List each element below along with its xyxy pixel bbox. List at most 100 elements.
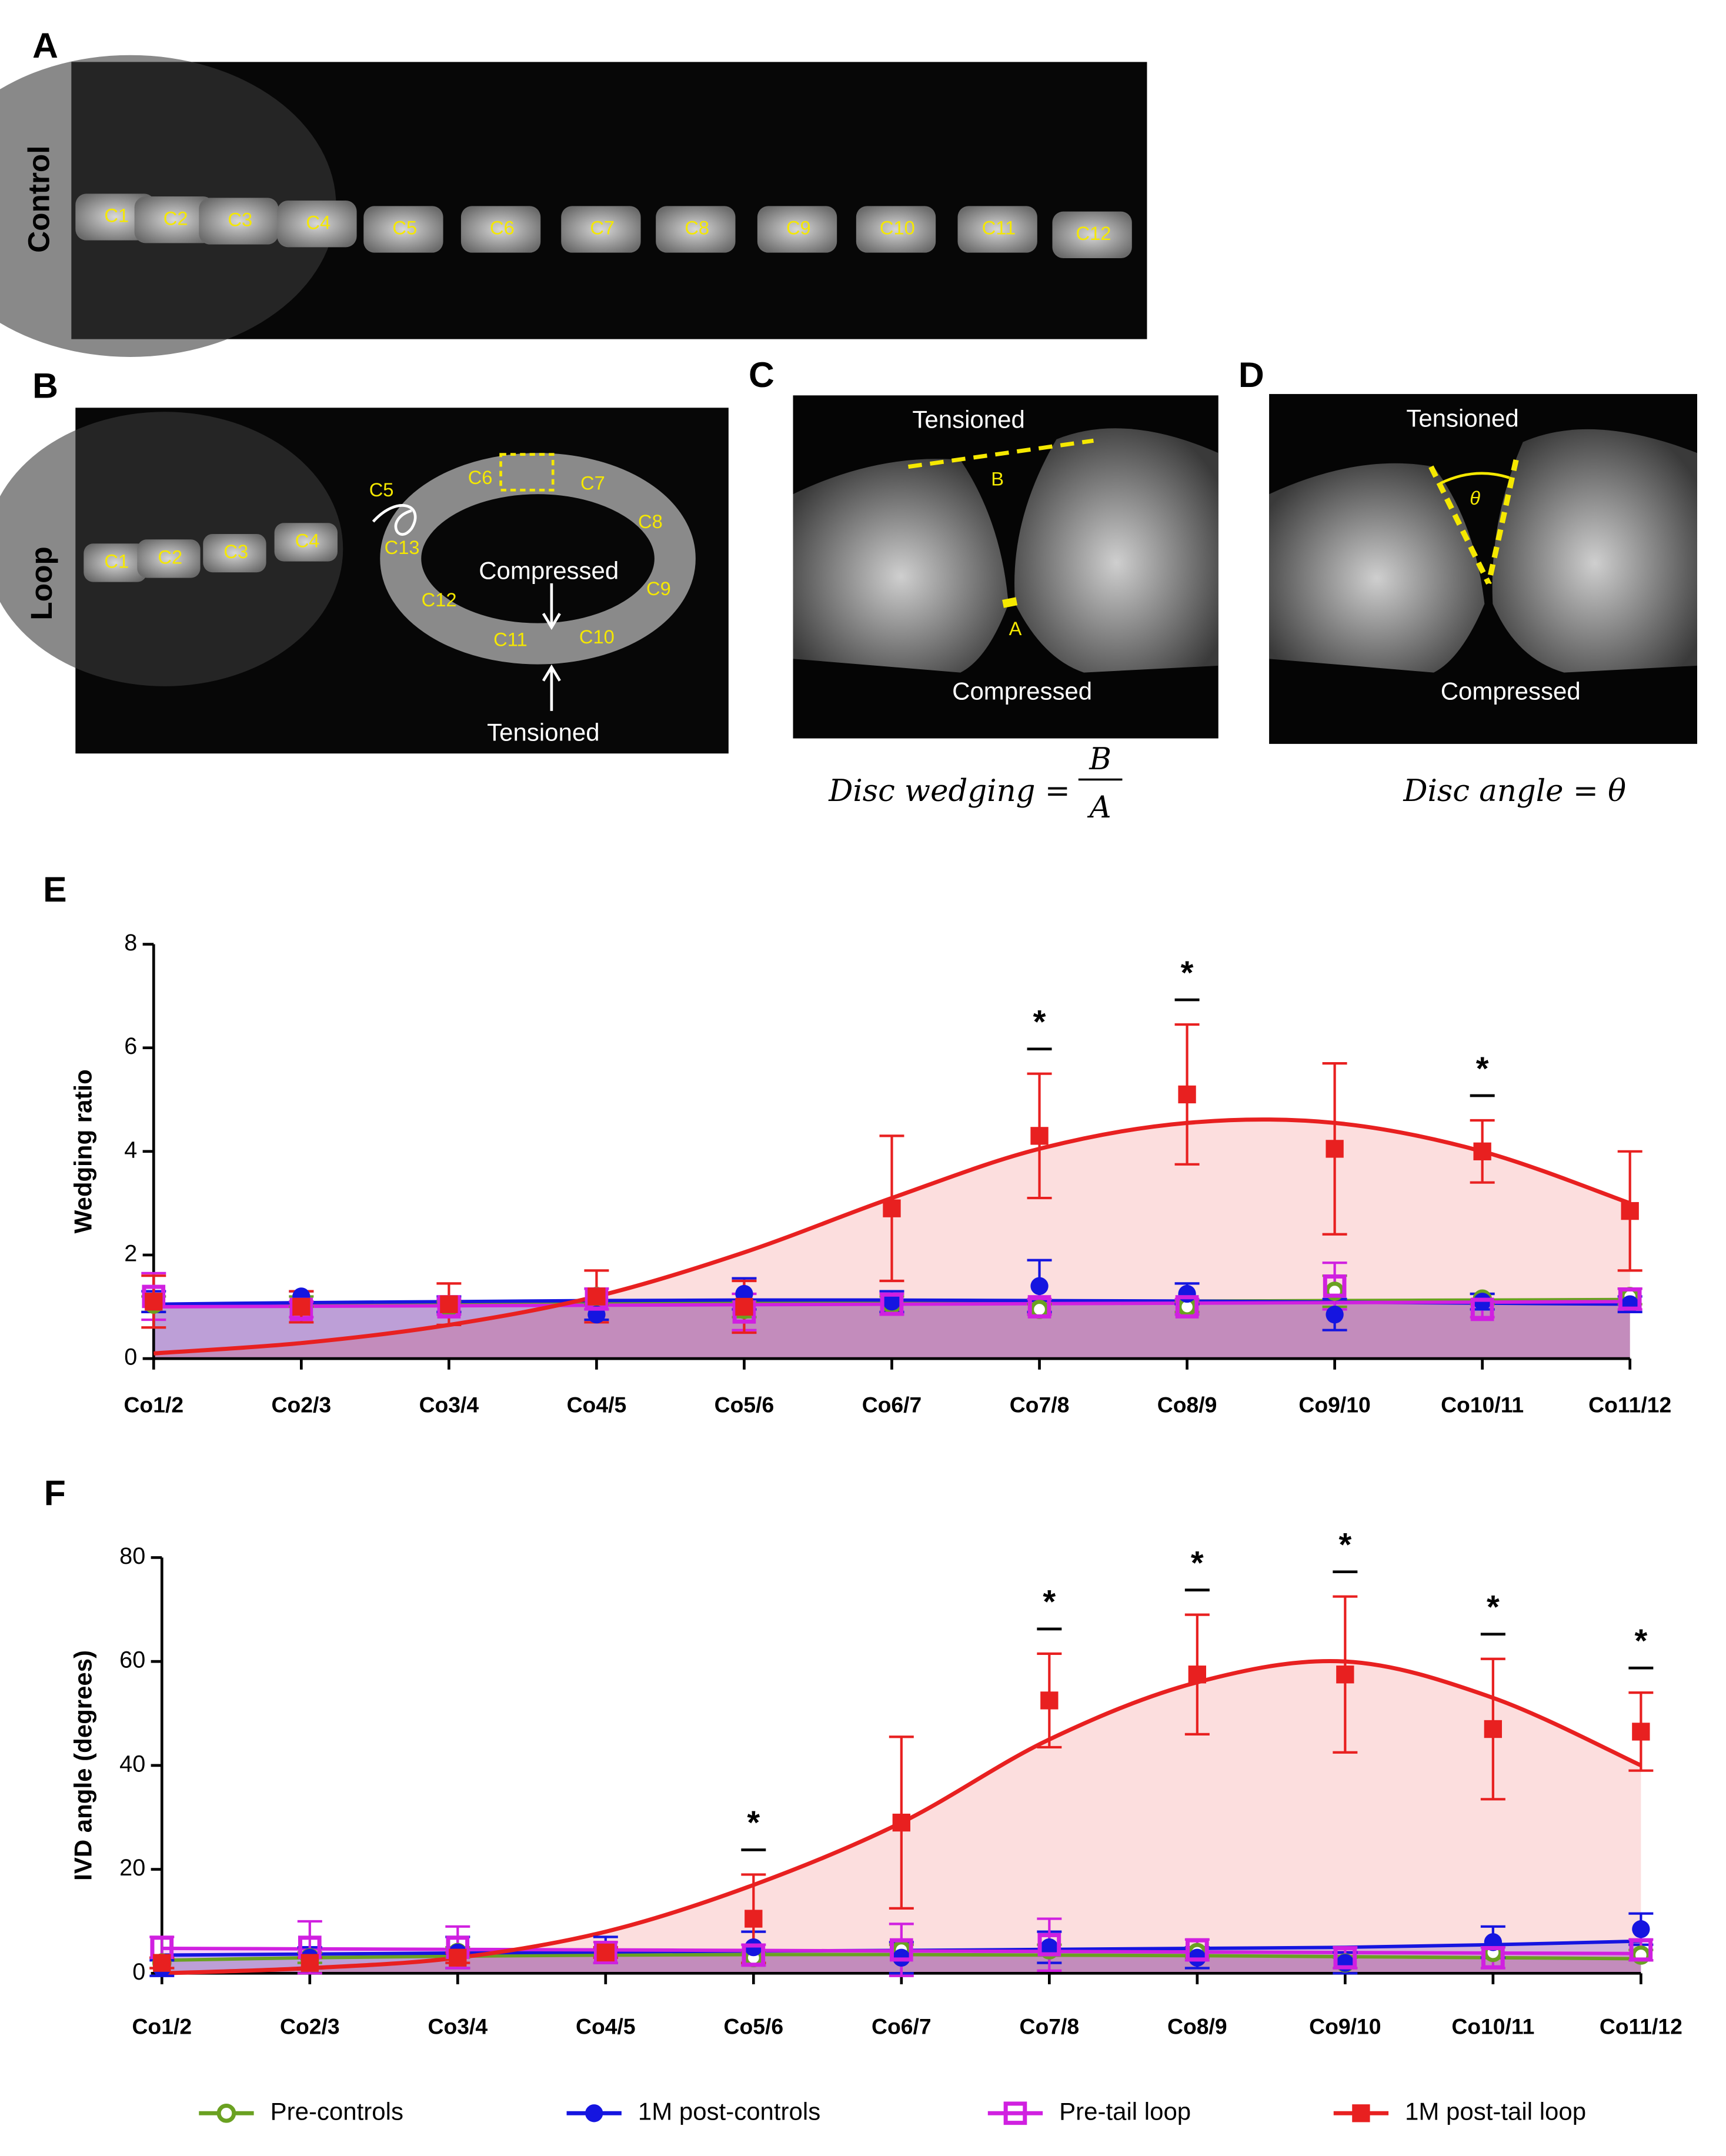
fit-area xyxy=(162,1661,1641,1974)
marker xyxy=(1632,1723,1650,1741)
measure-b xyxy=(908,438,1094,469)
y-tick-label: 20 xyxy=(119,1855,145,1881)
theta-label: θ xyxy=(1470,487,1480,509)
y-tick-label: 60 xyxy=(119,1647,145,1673)
measure-a xyxy=(1002,597,1018,608)
vertebra-label: C10 xyxy=(579,626,615,648)
vertebra-label: C8 xyxy=(685,217,709,239)
legend-label: 1M post-controls xyxy=(638,2097,820,2125)
panel-label: B xyxy=(32,366,58,406)
fit-area xyxy=(153,1301,1630,1359)
y-tick-label: 0 xyxy=(132,1959,145,1985)
x-tick-label: Co1/2 xyxy=(123,1393,183,1417)
x-tick-label: Co4/5 xyxy=(576,2014,636,2039)
vertebra-label: C12 xyxy=(1076,222,1111,244)
vertebra-label: C9 xyxy=(646,578,671,599)
x-tick-label: Co3/4 xyxy=(428,2014,488,2039)
angle-line xyxy=(1428,465,1491,585)
panel-label: A xyxy=(32,25,58,65)
marker xyxy=(883,1293,901,1311)
marker xyxy=(1333,1945,1357,1970)
vertebra-label: C4 xyxy=(295,530,320,552)
marker xyxy=(742,1943,766,1967)
marker xyxy=(1175,1295,1199,1319)
marker xyxy=(880,1292,904,1316)
vertebra-label: C9 xyxy=(786,217,811,239)
marker xyxy=(1632,1920,1650,1938)
x-tick-label: Co6/7 xyxy=(862,1393,922,1417)
marker xyxy=(1030,1277,1049,1295)
suture xyxy=(372,504,417,536)
marker xyxy=(145,1293,163,1311)
legend-marker xyxy=(1352,2104,1370,2122)
marker xyxy=(596,1943,615,1962)
vertebra-label: C11 xyxy=(493,629,527,650)
vertebra xyxy=(363,206,443,253)
x-tick-label: Co10/11 xyxy=(1451,2014,1534,2039)
vertebra-label: C5 xyxy=(369,479,394,500)
marker xyxy=(440,1295,458,1313)
y-tick-label: 2 xyxy=(124,1240,137,1266)
top-label: Tensioned xyxy=(1406,404,1518,432)
vertebra xyxy=(203,533,266,573)
marker xyxy=(593,1941,617,1964)
marker xyxy=(892,1813,910,1832)
side-label: Control xyxy=(22,145,56,252)
marker xyxy=(1037,1933,1061,1957)
angle-line xyxy=(1485,459,1519,584)
vertebra xyxy=(134,196,214,243)
x-tick-label: Co6/7 xyxy=(872,2014,932,2039)
marker xyxy=(1473,1142,1491,1160)
marker xyxy=(1470,1297,1494,1321)
panel-label: E xyxy=(43,869,66,909)
bottom-label: Compressed xyxy=(952,677,1092,705)
sig-star: * xyxy=(1476,1050,1489,1087)
sig-star: * xyxy=(1338,1526,1351,1563)
legend-marker xyxy=(585,2104,603,2122)
vertebra-label: C5 xyxy=(392,217,417,239)
y-tick-label: 6 xyxy=(124,1033,137,1059)
vertebra-label: C8 xyxy=(638,510,663,532)
marker xyxy=(1178,1085,1196,1104)
vertebra-label: C7 xyxy=(580,472,605,494)
x-tick-label: Co11/12 xyxy=(1588,1393,1671,1417)
marker xyxy=(1484,1720,1503,1738)
legend-label: Pre-tail loop xyxy=(1059,2097,1191,2125)
vertebra-label: C12 xyxy=(422,589,457,610)
legend-label: Pre-controls xyxy=(271,2097,403,2125)
x-tick-label: Co8/9 xyxy=(1157,1393,1217,1417)
vertebra-label: C2 xyxy=(163,207,188,229)
top-label: Tensioned xyxy=(912,406,1024,433)
x-tick-label: Co1/2 xyxy=(132,2014,192,2039)
sig-star: * xyxy=(1191,1544,1204,1581)
vertebra-right xyxy=(1492,429,1698,673)
fit-area xyxy=(153,1300,1630,1359)
vertebra xyxy=(84,543,147,582)
vertebra xyxy=(656,206,736,253)
y-tick-label: 80 xyxy=(119,1543,145,1569)
measure-label: A xyxy=(1009,618,1022,639)
x-tick-label: Co9/10 xyxy=(1298,1393,1370,1417)
panel-label: C xyxy=(749,355,774,395)
marker xyxy=(889,1938,913,1962)
vertebra-right xyxy=(1014,428,1218,673)
x-tick-label: Co3/4 xyxy=(419,1393,479,1417)
x-tick-label: Co2/3 xyxy=(280,2014,340,2039)
sig-star: * xyxy=(1181,954,1194,991)
legend: Pre-controls 1M post-controls Pre-tail loo… xyxy=(199,2097,1586,2125)
x-tick-label: Co4/5 xyxy=(567,1393,627,1417)
marker xyxy=(1336,1666,1354,1684)
legend-label: 1M post-tail loop xyxy=(1405,2097,1586,2125)
marker xyxy=(1178,1284,1196,1303)
x-tick-label: Co7/8 xyxy=(1020,2014,1080,2039)
marker xyxy=(1618,1287,1642,1311)
side-label: Loop xyxy=(25,546,58,620)
numerator: B xyxy=(1089,742,1111,777)
marker xyxy=(745,1910,763,1928)
marker xyxy=(1326,1140,1344,1158)
legend-marker xyxy=(216,2103,236,2123)
vertebra xyxy=(561,206,641,253)
vertebra xyxy=(274,523,338,562)
chart: F IVD angle (degrees) 0 20 40 60 80 Co1/2 Co2/3 C… xyxy=(44,1473,1682,2038)
